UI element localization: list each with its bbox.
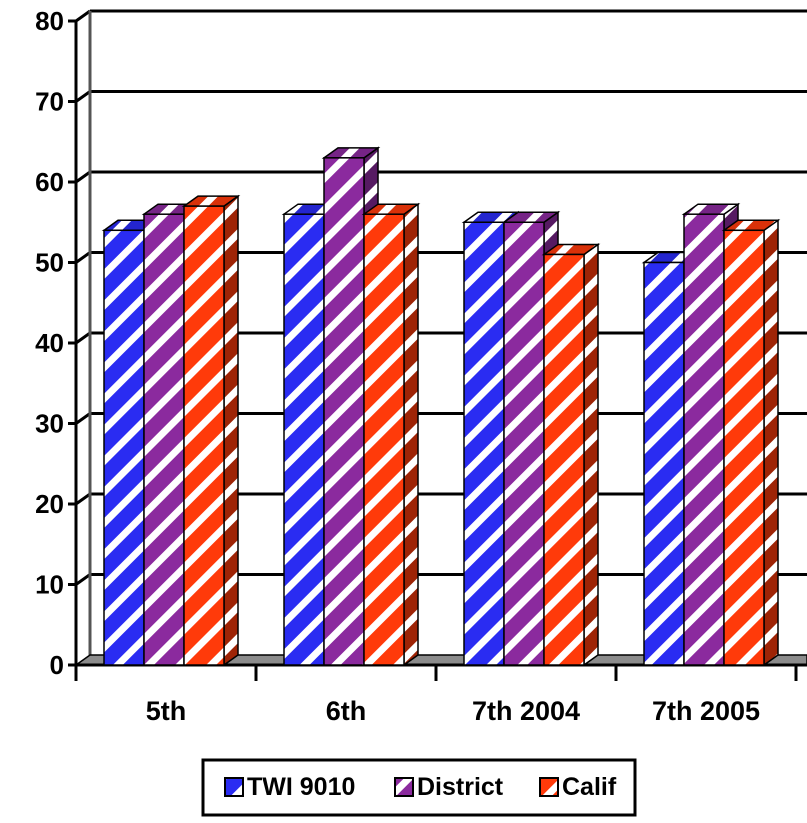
tick-labels: 0 10 20 30 40 50 60 70 80 5th 6th 7th 2004 7th 2005: [35, 6, 760, 726]
bar-calif-6th: [361, 202, 421, 667]
bar-calif-7th-2004: [541, 242, 601, 667]
legend-swatch-district: [394, 777, 414, 797]
y-tick-label-70: 70: [35, 87, 64, 117]
bar-calif-7th-2005: [721, 218, 781, 667]
x-tick-label-7th-2005: 7th 2005: [652, 696, 760, 726]
y-tick-label-10: 10: [35, 570, 64, 600]
bar-calif-5th: [181, 194, 241, 667]
y-tick-label-80: 80: [35, 6, 64, 36]
legend-label-twi-9010: TWI 9010: [247, 773, 355, 801]
legend: TWI 9010 District Calif: [201, 758, 637, 817]
y-tick-label-0: 0: [50, 650, 64, 680]
x-tick-label-5th: 5th: [146, 696, 187, 726]
y-tick-label-60: 60: [35, 167, 64, 197]
bars: [101, 146, 781, 667]
x-tick-label-6th: 6th: [326, 696, 367, 726]
legend-label-district: District: [417, 773, 504, 801]
legend-box: [201, 758, 637, 817]
x-tick-label-7th-2004: 7th 2004: [472, 696, 580, 726]
legend-swatch-twi-9010: [224, 777, 244, 797]
legend-label-calif: Calif: [562, 773, 617, 801]
y-tick-label-40: 40: [35, 328, 64, 358]
y-tick-label-50: 50: [35, 248, 64, 278]
y-tick-label-20: 20: [35, 489, 64, 519]
legend-swatch-calif: [539, 777, 559, 797]
y-tick-label-30: 30: [35, 409, 64, 439]
